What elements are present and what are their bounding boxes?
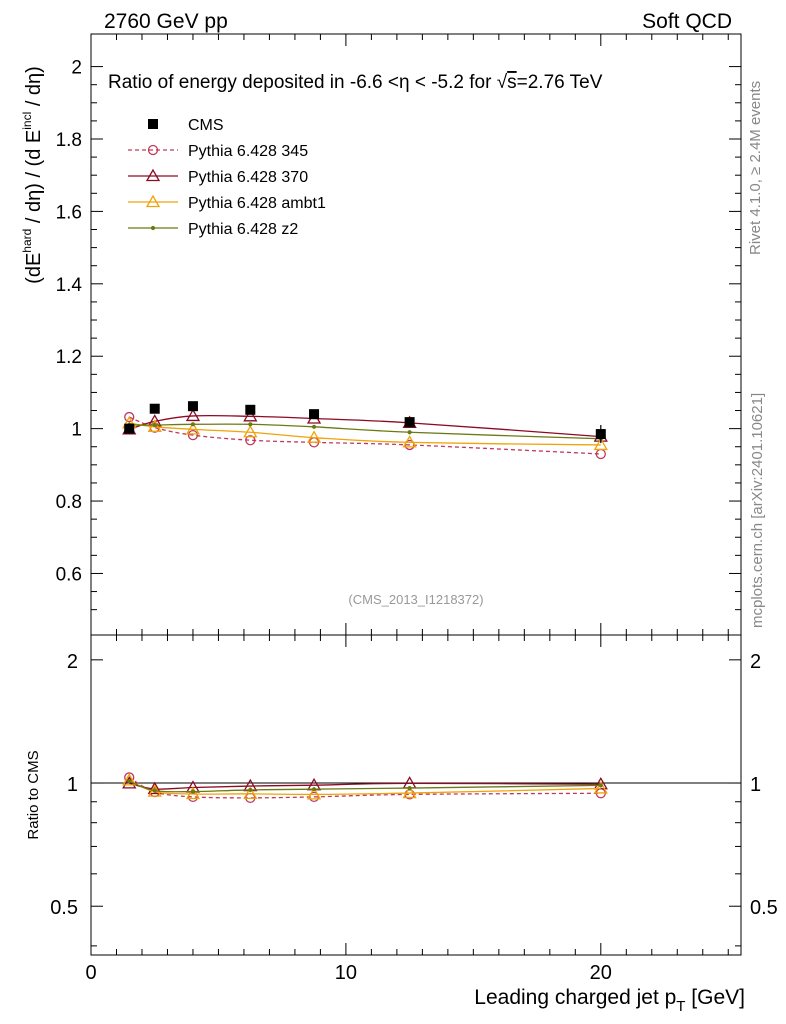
cms-data-point <box>124 423 135 434</box>
ratio-marker-3 <box>127 779 132 784</box>
ratio-marker-2 <box>306 787 322 800</box>
legend-label-cms: CMS <box>188 117 224 134</box>
main-y-tick-label: 1.2 <box>56 347 82 368</box>
main-y-tick-label: 1 <box>71 420 82 441</box>
series-marker-2 <box>402 435 417 448</box>
ratio-plot-area <box>122 772 608 804</box>
ylabel-p3: / dη) <box>23 66 45 112</box>
ratio-marker-3 <box>248 787 253 793</box>
plot-title: Ratio of energy deposited in -6.6 <η < -… <box>108 72 603 93</box>
cms-data-point <box>187 401 198 412</box>
header-right: Soft QCD <box>642 10 732 33</box>
x-tick-label: 10 <box>335 962 357 984</box>
ratio-y-label: Ratio to CMS <box>25 750 42 839</box>
ratio-ticks: 0.5 0.51 12 20 10 20 <box>50 635 778 984</box>
cms-data-point <box>149 403 160 414</box>
x-axis-label: Leading charged jet pT [GeV] <box>474 986 745 1015</box>
ratio-marker-3 <box>311 787 317 792</box>
series-marker-0 <box>245 435 256 446</box>
main-y-tick-label: 0.6 <box>56 564 82 585</box>
ratio-y-tick-label-right: 0.5 <box>750 897 778 919</box>
ylabel-sup1: hard <box>20 229 34 253</box>
series-marker-3 <box>152 422 157 428</box>
ratio-marker-3 <box>190 789 196 794</box>
legend-marker <box>147 144 159 156</box>
ratio-marker-2 <box>243 786 258 799</box>
legend-label: Pythia 6.428 345 <box>188 143 308 160</box>
ratio-panel-frame <box>90 634 742 956</box>
legend: CMS Pythia 6.428 345 Pythia 6.428 370 Pythi… <box>128 117 326 238</box>
ratio-marker-3 <box>407 785 412 791</box>
analysis-watermark: (CMS_2013_I1218372) <box>348 592 483 607</box>
series-marker-1 <box>243 409 258 422</box>
ylabel-p1: (dE <box>23 253 45 284</box>
title-part-2: < -5.2 for <box>410 72 497 93</box>
title-sqrt: √ <box>497 72 508 93</box>
ratio-marker-3 <box>598 783 603 788</box>
main-y-tick-label: 0.8 <box>56 492 82 513</box>
header-left: 2760 GeV pp <box>104 10 228 33</box>
side-label-bottom: mcplots.cern.ch [arXiv:2401.10621] <box>749 393 766 628</box>
legend-label: Pythia 6.428 370 <box>188 169 308 186</box>
main-y-tick-label: 1.4 <box>56 275 83 296</box>
series-line-1 <box>129 414 601 438</box>
ratio-y-tick-label: 0.5 <box>50 897 78 919</box>
title-s: s <box>507 72 517 93</box>
title-part-3: =2.76 TeV <box>517 72 603 93</box>
main-plot-area <box>122 401 608 460</box>
ratio-y-tick-label-right: 2 <box>750 651 761 673</box>
legend-label: Pythia 6.428 ambt1 <box>188 195 326 212</box>
main-y-ticks: 0.6 0.8 1 1.2 1.4 1.6 1.8 2 <box>56 34 741 635</box>
legend-marker <box>145 194 161 208</box>
xlabel-main: Leading charged jet p <box>474 986 676 1009</box>
side-label-top: Rivet 4.1.0, ≥ 2.4M events <box>747 81 764 255</box>
series-marker-0 <box>187 429 199 441</box>
ratio-marker-2 <box>185 786 201 800</box>
ratio-marker-2 <box>122 773 137 786</box>
xlabel-sub: T <box>676 998 685 1015</box>
legend-marker <box>150 225 156 231</box>
ylabel-sup2: incl <box>20 112 34 130</box>
series-marker-2 <box>147 419 162 432</box>
series-marker-3 <box>190 422 196 427</box>
ratio-marker-3 <box>152 788 157 793</box>
series-marker-3 <box>311 424 317 429</box>
series-marker-3 <box>407 430 412 435</box>
series-marker-1 <box>185 408 201 422</box>
cms-data-point <box>404 417 415 428</box>
ratio-y-tick-label: 1 <box>67 774 78 796</box>
main-y-tick-label: 1.6 <box>56 202 82 223</box>
ratio-y-tick-label: 2 <box>67 651 78 673</box>
cms-data-point <box>245 404 256 415</box>
series-marker-2 <box>306 430 322 443</box>
series-line-0 <box>128 416 601 455</box>
xlabel-unit: [GeV] <box>685 986 745 1009</box>
series-marker-2 <box>243 424 258 438</box>
ratio-y-tick-label-right: 1 <box>750 774 761 796</box>
title-part-1: Ratio of energy deposited in -6.6 < <box>108 72 399 93</box>
series-marker-2 <box>185 422 201 435</box>
main-y-tick-label: 1.8 <box>56 130 82 151</box>
legend-label: Pythia 6.428 z2 <box>188 221 298 238</box>
main-y-tick-label: 2 <box>71 58 82 79</box>
cms-data-point <box>309 409 320 420</box>
cms-data-point <box>595 429 606 440</box>
series-marker-0 <box>124 411 135 423</box>
ratio-marker-2 <box>593 781 608 794</box>
x-tick-label: 0 <box>85 962 96 984</box>
main-y-label: (dEhard / dη) / (d Eincl / dη) <box>20 66 45 284</box>
x-tick-label: 20 <box>590 962 612 984</box>
series-marker-2 <box>593 437 608 451</box>
ratio-marker-1 <box>147 781 162 795</box>
title-eta: η <box>399 72 410 93</box>
series-marker-3 <box>248 422 253 427</box>
legend-marker <box>145 168 161 182</box>
ylabel-p2: / dη) / (d E <box>23 130 45 229</box>
series-line-2 <box>129 422 601 446</box>
ratio-marker-2 <box>402 785 417 799</box>
legend-cms-marker <box>148 119 158 129</box>
